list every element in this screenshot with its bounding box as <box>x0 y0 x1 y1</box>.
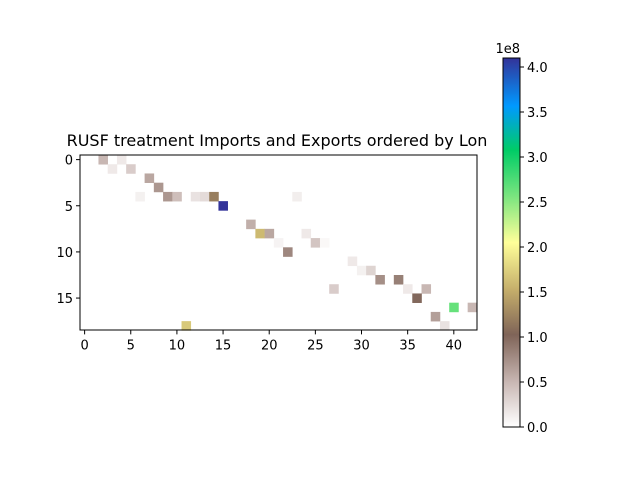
heatmap-cell <box>273 238 284 248</box>
heatmap-cell <box>310 238 321 248</box>
x-tick-label: 40 <box>446 338 463 353</box>
heatmap-cell <box>218 201 228 211</box>
colorbar-tick-label: 0.0 <box>527 421 548 436</box>
x-tick-label: 15 <box>215 338 232 353</box>
heatmap-cell <box>403 284 413 294</box>
y-tick-label: 15 <box>56 292 73 307</box>
colorbar-tick-label: 2.0 <box>527 241 548 256</box>
y-tick-label: 10 <box>56 246 73 261</box>
colorbar-tick-label: 2.5 <box>527 196 548 211</box>
heatmap-cell <box>126 164 136 174</box>
colorbar-tick-label: 4.0 <box>527 61 548 76</box>
colorbar-tick-label: 3.5 <box>527 106 548 121</box>
colorbar-frame <box>502 57 521 428</box>
heatmap-cell <box>98 155 108 165</box>
colorbar-tick-label: 1.5 <box>527 286 548 301</box>
heatmap-cell <box>199 191 210 202</box>
heatmap-cell <box>393 274 404 285</box>
colorbar-tick-label: 0.5 <box>527 376 548 391</box>
colorbar-tick-label: 1.0 <box>527 331 548 346</box>
x-axis: 0 5 10 15 20 25 30 35 40 <box>80 330 462 353</box>
x-tick-label: 5 <box>127 338 135 353</box>
colorbar-ticks: 0.0 0.5 1.0 1.5 2.0 2.5 3.0 3.5 4.0 <box>520 61 548 436</box>
plot-frame <box>79 154 478 331</box>
heatmap-cell <box>467 302 478 313</box>
heatmap-cell <box>375 274 385 285</box>
heatmap-cell <box>356 265 367 276</box>
heatmap-cell <box>153 182 164 193</box>
heatmap-cell <box>107 164 118 174</box>
chart-title: RUSF treatment Imports and Exports order… <box>67 131 488 150</box>
heatmap-cell <box>283 247 293 257</box>
colorbar: 0.0 0.5 1.0 1.5 2.0 2.5 3.0 3.5 4.0 1e8 <box>495 42 547 436</box>
heatmap-cell <box>439 321 450 331</box>
y-axis: 0 5 10 15 <box>56 154 80 307</box>
y-tick-label: 5 <box>65 200 73 215</box>
heatmap-cell <box>301 228 312 239</box>
heatmap-cell <box>209 191 219 202</box>
x-tick-label: 30 <box>353 338 370 353</box>
heatmap-cell <box>430 311 441 322</box>
x-tick-label: 10 <box>169 338 186 353</box>
heatmap-cell <box>144 173 155 183</box>
heatmap-cell <box>116 155 127 165</box>
colorbar-gradient <box>503 58 520 427</box>
heatmap-cells <box>98 155 478 331</box>
heatmap-cell <box>449 302 459 313</box>
colorbar-multiplier: 1e8 <box>495 42 520 57</box>
heatmap-cell <box>421 284 432 294</box>
heatmap-cell <box>412 293 422 303</box>
heatmap-cell <box>190 191 201 202</box>
x-tick-label: 25 <box>307 338 324 353</box>
heatmap-cell <box>366 265 376 276</box>
heatmap-cell <box>246 219 256 230</box>
x-tick-label: 20 <box>261 338 278 353</box>
y-tick-label: 0 <box>65 154 73 169</box>
heatmap-cell <box>255 228 265 239</box>
colorbar-tick-label: 3.0 <box>527 151 548 166</box>
x-tick-label: 0 <box>80 338 88 353</box>
heatmap-cell <box>135 191 145 202</box>
heatmap-cell <box>347 256 358 267</box>
heatmap-cell <box>264 228 275 239</box>
heatmap-cell <box>172 191 182 202</box>
heatmap-cell <box>329 284 339 294</box>
x-tick-label: 35 <box>399 338 416 353</box>
heatmap-cell <box>181 321 192 331</box>
heatmap-cell <box>319 238 330 248</box>
heatmap-cell <box>163 191 173 202</box>
heatmap-cell <box>292 191 302 202</box>
